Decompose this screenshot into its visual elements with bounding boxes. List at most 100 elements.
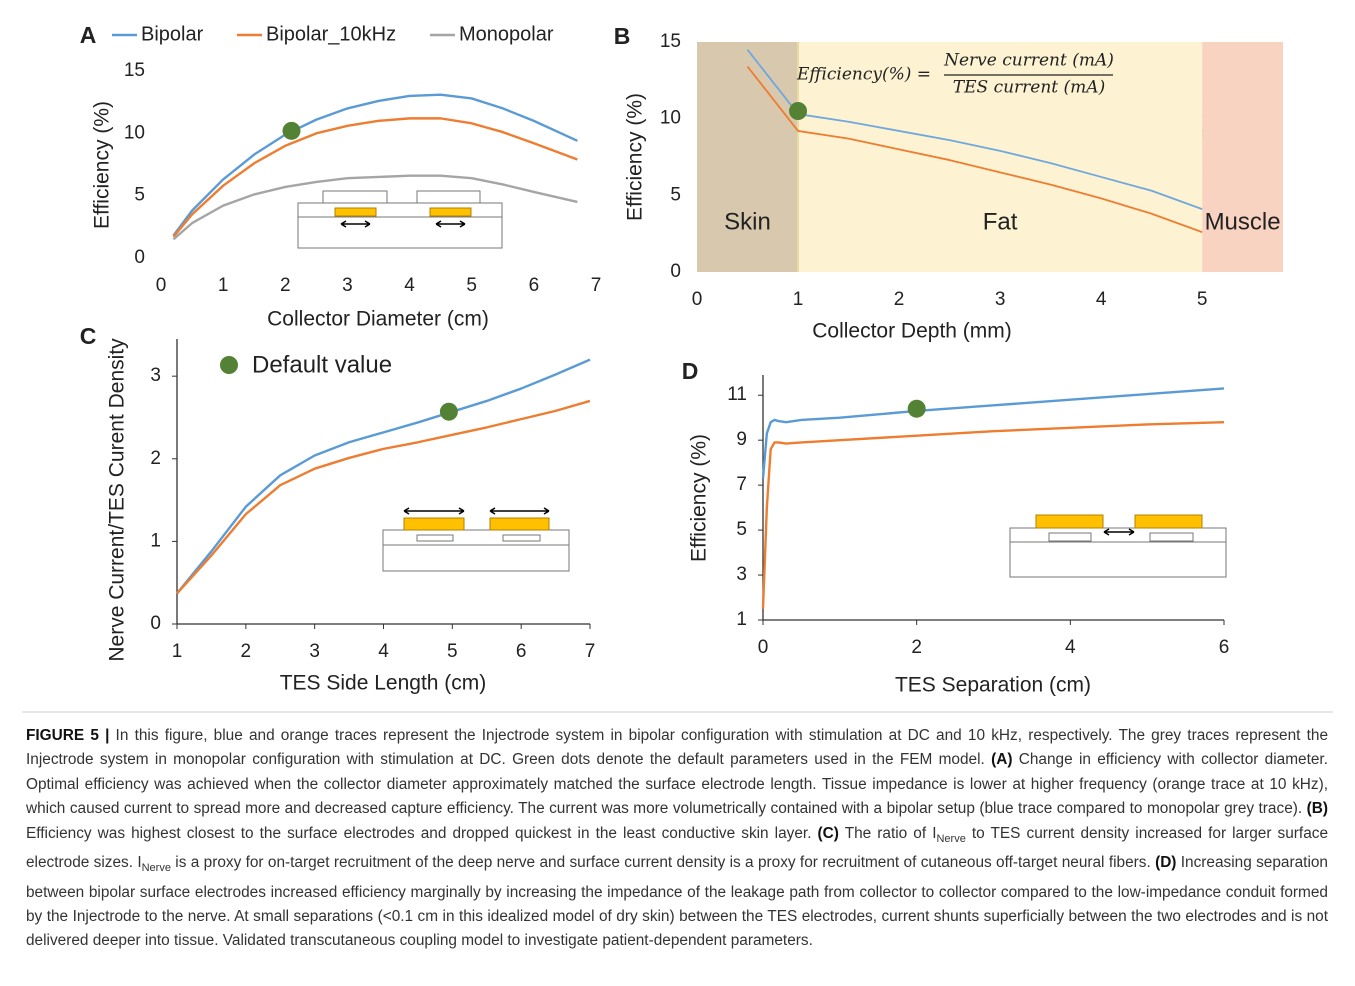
caption-text: Increasing separation between bipolar su… bbox=[26, 854, 1328, 950]
caption-subscript: Nerve bbox=[141, 862, 171, 875]
y-tick-label: 3 bbox=[150, 365, 161, 386]
x-tick-label: 2 bbox=[894, 289, 905, 310]
x-tick-label: 6 bbox=[1219, 637, 1230, 658]
region-label: Fat bbox=[983, 208, 1018, 235]
x-tick-label: 1 bbox=[218, 275, 229, 296]
region-label: Muscle bbox=[1205, 208, 1281, 235]
x-tick-label: 5 bbox=[1197, 289, 1208, 310]
x-tick-label: 6 bbox=[529, 275, 540, 296]
legend-label: Bipolar_10kHz bbox=[266, 23, 396, 45]
panel-label: B bbox=[614, 23, 631, 49]
series-line bbox=[746, 65, 1203, 233]
legend-label: Bipolar bbox=[141, 23, 204, 45]
region bbox=[697, 42, 799, 272]
equation-lhs: Efficiency(%) = bbox=[796, 65, 931, 85]
default-point bbox=[282, 121, 301, 140]
region bbox=[1202, 42, 1283, 272]
panel-label: A bbox=[80, 22, 97, 48]
x-tick-label: 2 bbox=[280, 275, 291, 296]
caption-bold: (B) bbox=[1306, 800, 1328, 818]
y-axis-title: Efficiency (%) bbox=[91, 101, 114, 229]
caption-text: Efficiency was highest closest to the su… bbox=[26, 824, 818, 842]
region bbox=[798, 42, 1203, 272]
x-tick-label: 3 bbox=[309, 641, 320, 662]
x-tick-label: 7 bbox=[585, 641, 596, 662]
y-tick-label: 9 bbox=[736, 429, 747, 450]
legend-label: Default value bbox=[252, 351, 392, 378]
caption-text: The ratio of I bbox=[838, 824, 937, 842]
y-tick-label: 15 bbox=[660, 31, 681, 52]
x-tick-label: 7 bbox=[591, 275, 602, 296]
y-tick-label: 3 bbox=[736, 564, 747, 585]
default-point bbox=[907, 399, 926, 418]
caption-bold: (D) bbox=[1155, 854, 1177, 872]
x-tick-label: 1 bbox=[172, 641, 183, 662]
y-tick-label: 2 bbox=[150, 448, 161, 469]
x-tick-label: 4 bbox=[378, 641, 389, 662]
caption-text: In this figure, blue and orange traces r… bbox=[26, 727, 1328, 769]
y-tick-label: 7 bbox=[736, 474, 747, 495]
x-axis-title: Collector Depth (mm) bbox=[812, 320, 1012, 343]
series-line bbox=[746, 49, 1203, 210]
x-tick-label: 0 bbox=[692, 289, 703, 310]
y-tick-label: 1 bbox=[736, 609, 747, 630]
equation-denominator: TES current (mA) bbox=[953, 78, 1105, 98]
y-tick-label: 15 bbox=[124, 60, 145, 81]
y-tick-label: 10 bbox=[124, 122, 145, 143]
y-axis-title: Nerve Current/TES Curent Density bbox=[106, 338, 129, 662]
region-label: Skin bbox=[724, 208, 771, 235]
series-line bbox=[172, 93, 578, 237]
x-tick-label: 4 bbox=[1065, 637, 1076, 658]
default-point bbox=[789, 102, 808, 120]
chart: 0 5 10 15 0 1 2 3 4 5 6 7 A Collector Diameter (cm) Ef… bbox=[80, 22, 602, 330]
caption: FIGURE 5 | In this figure, blue and oran… bbox=[26, 724, 1328, 954]
y-axis-title: Efficiency (%) bbox=[688, 434, 711, 562]
legend-label: Monopolar bbox=[459, 23, 554, 45]
caption-text: to TES current density increased for lar… bbox=[26, 824, 1329, 872]
x-tick-label: 2 bbox=[911, 637, 922, 658]
x-tick-label: 3 bbox=[342, 275, 353, 296]
x-tick-label: 0 bbox=[156, 275, 167, 296]
equation-numerator: Nerve current (mA) bbox=[943, 51, 1114, 71]
series-line bbox=[761, 421, 1225, 609]
series-line bbox=[176, 399, 591, 595]
y-tick-label: 11 bbox=[727, 384, 747, 405]
y-tick-label: 0 bbox=[670, 261, 681, 282]
caption-bold: (C) bbox=[817, 824, 839, 842]
legend-marker bbox=[220, 356, 238, 374]
series-line bbox=[172, 117, 578, 238]
x-tick-label: 0 bbox=[758, 637, 769, 658]
panel-label: D bbox=[682, 358, 699, 384]
series-line bbox=[176, 358, 591, 595]
caption-bold: FIGURE 5 | bbox=[26, 727, 110, 744]
x-axis-title: TES Side Length (cm) bbox=[280, 672, 487, 695]
chart: Skin Fat Muscle 0 5 10 15 0 1 2 3 4 5 B Collector Dept… bbox=[614, 23, 1283, 343]
y-tick-label: 0 bbox=[134, 247, 145, 268]
y-tick-label: 0 bbox=[150, 613, 161, 634]
y-tick-label: 1 bbox=[150, 530, 161, 551]
chart: 1 3 5 7 9 11 0 2 4 6 D TES Separation (cm) Efficienc… bbox=[682, 358, 1230, 696]
x-axis-title: Collector Diameter (cm) bbox=[267, 308, 489, 331]
caption-text: is a proxy for on-target recruitment of … bbox=[170, 854, 1156, 872]
x-axis-title: TES Separation (cm) bbox=[895, 674, 1091, 697]
series-line bbox=[761, 387, 1225, 479]
x-tick-label: 4 bbox=[404, 275, 415, 296]
x-tick-label: 5 bbox=[447, 641, 458, 662]
x-tick-label: 1 bbox=[793, 289, 804, 310]
x-tick-label: 3 bbox=[995, 289, 1006, 310]
x-tick-label: 5 bbox=[466, 275, 477, 296]
y-axis-title: Efficiency (%) bbox=[624, 93, 647, 221]
y-tick-label: 10 bbox=[660, 108, 681, 129]
default-point bbox=[439, 402, 458, 421]
x-tick-label: 4 bbox=[1096, 289, 1107, 310]
caption-subscript: Nerve bbox=[936, 832, 966, 845]
x-tick-label: 2 bbox=[241, 641, 252, 662]
caption-bold: (A) bbox=[991, 751, 1013, 769]
series-line bbox=[172, 174, 578, 241]
y-tick-label: 5 bbox=[134, 185, 145, 206]
caption-text: Change in efficiency with collector diam… bbox=[26, 751, 1328, 818]
